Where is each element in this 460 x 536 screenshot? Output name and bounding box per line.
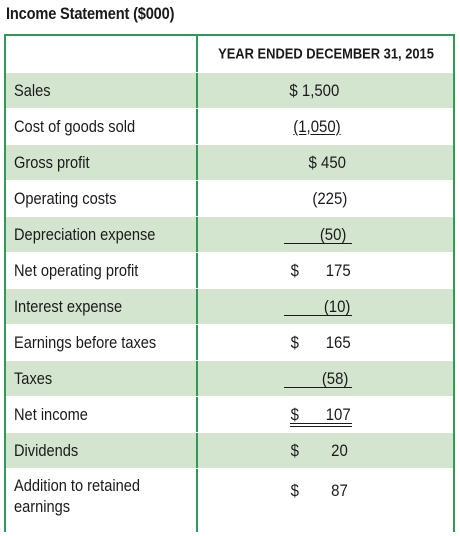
table-row: Depreciation expense (50) bbox=[6, 217, 453, 253]
row-value-net-operating-profit: 175 bbox=[325, 260, 351, 280]
table-row: Addition to retained earnings $ 87 bbox=[6, 469, 453, 532]
table-row: Taxes (58) bbox=[6, 361, 453, 397]
table-row: Net operating profit $ 175 bbox=[6, 253, 453, 289]
row-value-cogs: (1,050) bbox=[293, 116, 341, 136]
row-value-sales: $ 1,500 bbox=[289, 80, 340, 100]
row-label-net-income: Net income bbox=[14, 405, 88, 424]
row-label-net-operating-profit: Net operating profit bbox=[14, 261, 139, 280]
table-row: Sales $ 1,500 bbox=[6, 73, 453, 109]
column-header-text: YEAR ENDED DECEMBER 31, 2015 bbox=[217, 45, 434, 63]
row-label-gross-profit: Gross profit bbox=[14, 153, 90, 172]
row-value-net-income: 107 bbox=[325, 404, 351, 424]
row-label-depreciation: Depreciation expense bbox=[14, 225, 156, 244]
subtotal-underline bbox=[284, 243, 352, 244]
row-value-depreciation: (50) bbox=[319, 224, 347, 244]
row-label-retained-line1: Addition to retained bbox=[14, 476, 140, 495]
row-dollar-net-operating-profit: $ bbox=[290, 260, 299, 280]
row-label-dividends: Dividends bbox=[14, 441, 79, 460]
row-label-taxes: Taxes bbox=[14, 369, 53, 388]
row-value-ebt: 165 bbox=[325, 332, 351, 352]
table-row: Earnings before taxes $ 165 bbox=[6, 325, 453, 361]
subtotal-underline bbox=[284, 315, 352, 316]
row-dollar-dividends: $ bbox=[290, 440, 299, 460]
header-label-cell bbox=[6, 36, 196, 72]
table-row: Net income $ 107 bbox=[6, 397, 453, 433]
row-value-taxes: (58) bbox=[321, 368, 349, 388]
row-value-interest-expense: (10) bbox=[323, 296, 351, 316]
total-double-underline-2 bbox=[290, 426, 352, 427]
row-value-gross-profit: $ 450 bbox=[308, 152, 346, 172]
table-row: Operating costs (225) bbox=[6, 181, 453, 217]
table-header-row: YEAR ENDED DECEMBER 31, 2015 bbox=[6, 36, 453, 73]
row-dollar-net-income: $ bbox=[290, 404, 299, 424]
row-value-dividends: 20 bbox=[331, 440, 348, 460]
header-column: YEAR ENDED DECEMBER 31, 2015 bbox=[198, 36, 453, 72]
row-label-interest-expense: Interest expense bbox=[14, 297, 123, 316]
table-title: Income Statement ($000) bbox=[6, 4, 175, 23]
row-label-operating-costs: Operating costs bbox=[14, 189, 117, 208]
row-value-retained: 87 bbox=[331, 481, 348, 500]
row-dollar-retained: $ bbox=[290, 481, 299, 500]
row-dollar-ebt: $ bbox=[290, 332, 299, 352]
row-value-operating-costs: (225) bbox=[312, 188, 348, 208]
table-row: Interest expense (10) bbox=[6, 289, 453, 325]
income-statement-table: YEAR ENDED DECEMBER 31, 2015 Sales $ 1,5… bbox=[4, 34, 455, 532]
total-double-underline-1 bbox=[290, 423, 352, 424]
row-label-cogs: Cost of goods sold bbox=[14, 117, 136, 136]
row-label-sales: Sales bbox=[14, 81, 51, 100]
table-row: Cost of goods sold (1,050) bbox=[6, 109, 453, 145]
row-label-retained-line2: earnings bbox=[14, 497, 71, 516]
table-row: Gross profit $ 450 bbox=[6, 145, 453, 181]
subtotal-underline bbox=[284, 387, 352, 388]
row-label-ebt: Earnings before taxes bbox=[14, 333, 157, 352]
table-row: Dividends $ 20 bbox=[6, 433, 453, 469]
